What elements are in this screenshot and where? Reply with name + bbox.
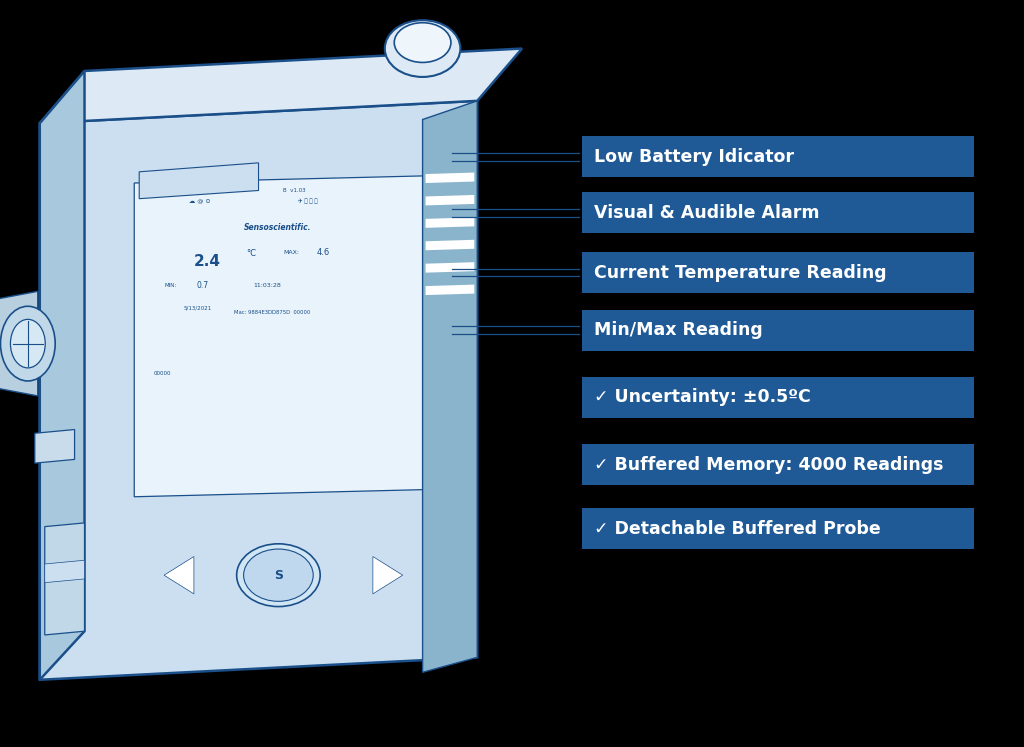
Polygon shape bbox=[426, 195, 474, 205]
Text: 4.6: 4.6 bbox=[316, 248, 330, 257]
Polygon shape bbox=[40, 101, 477, 680]
Text: Sensoscientific.: Sensoscientific. bbox=[244, 223, 311, 232]
Text: ✓ Buffered Memory: 4000 Readings: ✓ Buffered Memory: 4000 Readings bbox=[594, 456, 943, 474]
Polygon shape bbox=[0, 291, 38, 396]
Text: ✓ Detachable Buffered Probe: ✓ Detachable Buffered Probe bbox=[594, 520, 881, 538]
Text: ✓ Uncertainty: ±0.5ºC: ✓ Uncertainty: ±0.5ºC bbox=[594, 388, 810, 406]
Text: ✈ 🔔 🔊 🔋: ✈ 🔔 🔊 🔋 bbox=[298, 199, 317, 205]
Polygon shape bbox=[35, 430, 75, 463]
Text: 00000: 00000 bbox=[155, 371, 172, 376]
Text: Min/Max Reading: Min/Max Reading bbox=[594, 321, 762, 339]
Polygon shape bbox=[45, 523, 85, 635]
Polygon shape bbox=[426, 217, 474, 228]
Circle shape bbox=[244, 549, 313, 601]
Text: 0.7: 0.7 bbox=[197, 281, 209, 290]
Polygon shape bbox=[423, 101, 477, 672]
Polygon shape bbox=[426, 285, 474, 295]
Polygon shape bbox=[139, 163, 258, 199]
Ellipse shape bbox=[394, 22, 451, 63]
Polygon shape bbox=[45, 560, 85, 583]
Text: Mac: 9884E3DD875D  00000: Mac: 9884E3DD875D 00000 bbox=[233, 310, 310, 314]
Polygon shape bbox=[373, 557, 402, 594]
FancyBboxPatch shape bbox=[582, 192, 975, 233]
FancyBboxPatch shape bbox=[582, 309, 975, 350]
Ellipse shape bbox=[0, 306, 55, 381]
Polygon shape bbox=[40, 49, 522, 123]
Text: ☁ @ ⊙: ☁ @ ⊙ bbox=[188, 199, 211, 204]
Polygon shape bbox=[426, 173, 474, 183]
Text: MIN:: MIN: bbox=[164, 283, 176, 288]
Text: B  v1.03: B v1.03 bbox=[284, 188, 306, 193]
Text: °C: °C bbox=[247, 249, 257, 258]
FancyBboxPatch shape bbox=[582, 444, 975, 486]
Polygon shape bbox=[426, 262, 474, 273]
FancyBboxPatch shape bbox=[582, 509, 975, 550]
Text: S: S bbox=[273, 568, 283, 582]
Ellipse shape bbox=[10, 320, 45, 368]
Text: 11:03:28: 11:03:28 bbox=[254, 283, 282, 288]
Polygon shape bbox=[426, 240, 474, 250]
Ellipse shape bbox=[385, 20, 461, 77]
FancyBboxPatch shape bbox=[582, 136, 975, 177]
Polygon shape bbox=[40, 71, 85, 680]
Text: MAX:: MAX: bbox=[284, 250, 299, 255]
Text: 2.4: 2.4 bbox=[194, 254, 221, 269]
FancyBboxPatch shape bbox=[582, 376, 975, 418]
Polygon shape bbox=[134, 176, 437, 497]
Text: 5/13/2021: 5/13/2021 bbox=[184, 306, 212, 310]
Text: Low Battery Idicator: Low Battery Idicator bbox=[594, 148, 794, 166]
Text: Visual & Audible Alarm: Visual & Audible Alarm bbox=[594, 204, 819, 222]
Circle shape bbox=[237, 544, 321, 607]
Polygon shape bbox=[164, 557, 194, 594]
FancyBboxPatch shape bbox=[582, 252, 975, 293]
Text: Current Temperature Reading: Current Temperature Reading bbox=[594, 264, 886, 282]
